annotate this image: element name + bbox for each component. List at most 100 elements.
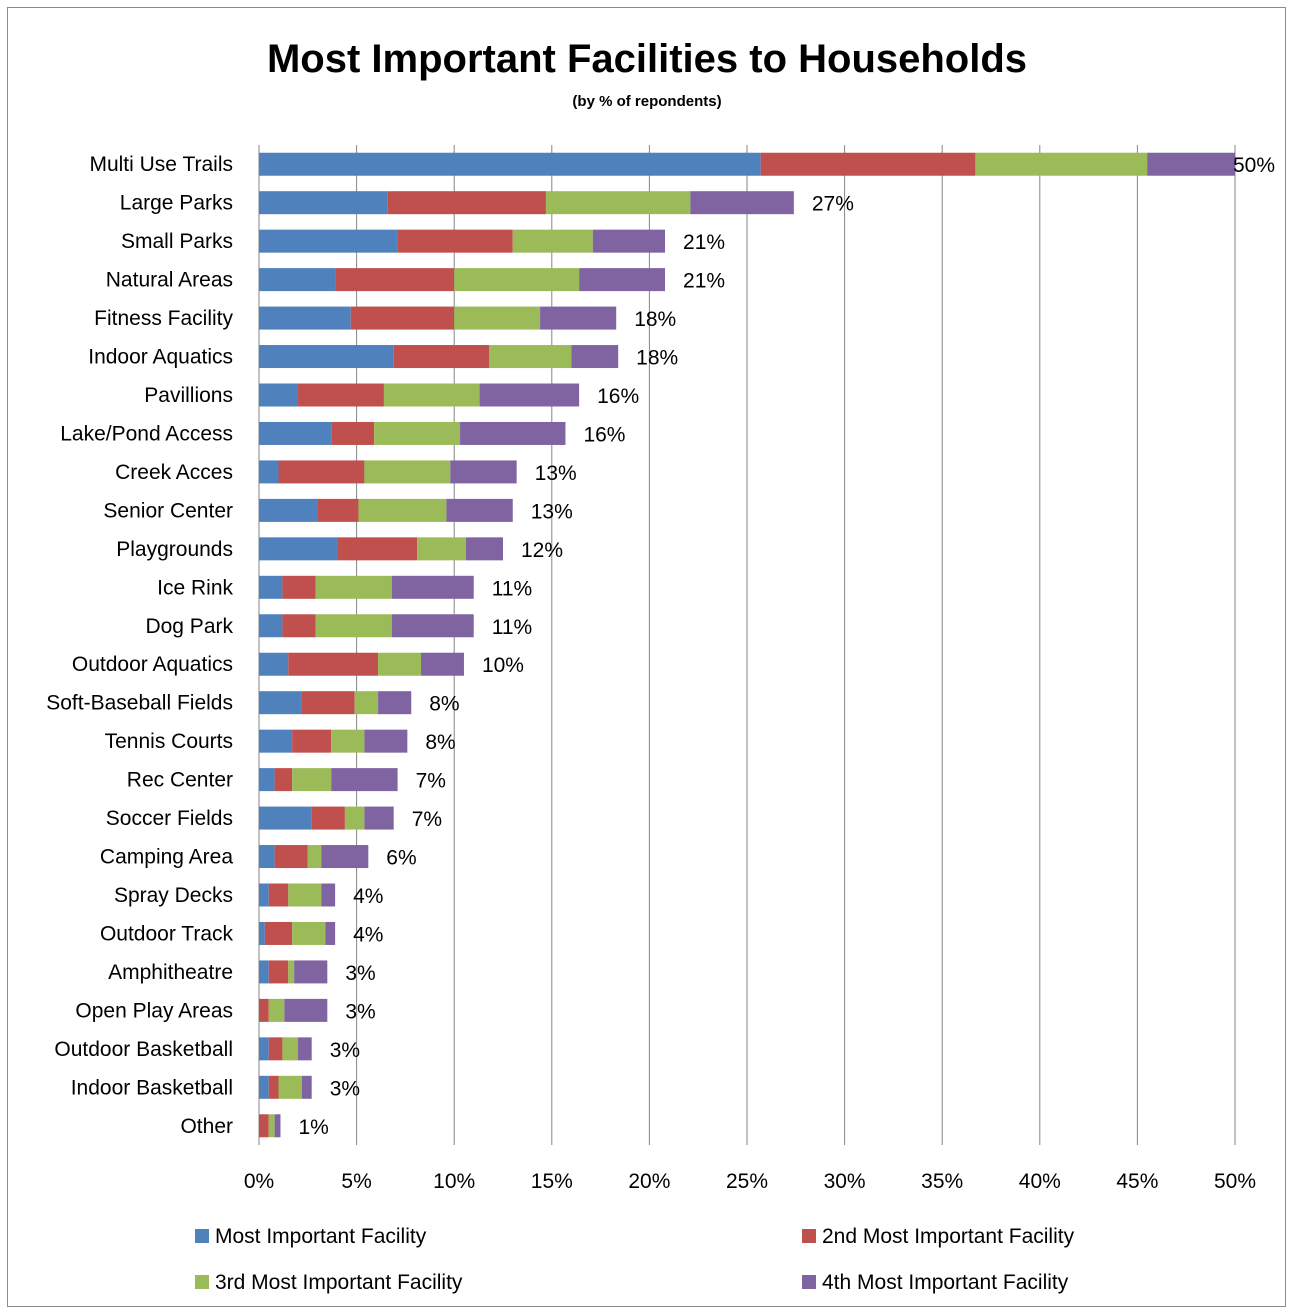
bar-segment [259, 421, 332, 445]
category-label: Tennis Courts [105, 730, 233, 753]
bar-segment [391, 614, 474, 638]
bar-segment [315, 575, 392, 599]
bar-segment [311, 806, 345, 830]
bar-segment [278, 1075, 302, 1099]
bar-segment [579, 268, 666, 292]
category-label: Spray Decks [114, 884, 233, 907]
category-label: Other [180, 1115, 233, 1138]
bar-segment [337, 537, 418, 561]
x-tick-label: 50% [1214, 1170, 1256, 1193]
bar-segment [465, 537, 503, 561]
legend-swatch [802, 1229, 816, 1243]
bars [259, 152, 1235, 1138]
bar-segment [350, 306, 455, 330]
bar-segment [378, 652, 422, 676]
bar-segment [268, 1114, 275, 1138]
data-label: 13% [531, 500, 573, 523]
bar-segment [294, 960, 328, 984]
x-tick-label: 15% [531, 1170, 573, 1193]
gridlines [258, 145, 1236, 1145]
bar-segment [259, 921, 265, 945]
x-tick-label: 45% [1116, 1170, 1158, 1193]
bar-segment [454, 306, 541, 330]
bar-segment [259, 883, 269, 907]
data-label: 10% [482, 654, 524, 677]
bar-segment [259, 768, 275, 792]
bar-segment [315, 614, 392, 638]
legend-swatch [195, 1229, 209, 1243]
category-label: Outdoor Aquatics [72, 653, 233, 676]
bar-segment [325, 921, 336, 945]
bar-segment [259, 1114, 269, 1138]
bar-segment [301, 691, 355, 715]
legend-label: 3rd Most Important Facility [215, 1271, 463, 1294]
legend-swatch [195, 1275, 209, 1289]
bar-segment [391, 575, 474, 599]
bar-segment [331, 768, 398, 792]
bar-segment [354, 691, 379, 715]
bar-segment [259, 191, 388, 215]
bar-segment [264, 921, 293, 945]
category-label: Indoor Basketball [71, 1076, 233, 1099]
bar-segment [274, 1114, 281, 1138]
bar-segment [393, 345, 490, 369]
bar-segment [298, 383, 384, 407]
bar-segment [259, 806, 312, 830]
bar-segment [292, 921, 326, 945]
bar-segment [268, 998, 285, 1022]
data-label: 21% [683, 270, 725, 293]
bar-segment [1147, 152, 1235, 176]
category-label: Amphitheatre [108, 961, 233, 984]
category-label: Playgrounds [116, 538, 233, 561]
data-label: 18% [634, 308, 676, 331]
bar-segment [344, 806, 365, 830]
category-label: Lake/Pond Access [60, 422, 233, 445]
bar-segment [321, 883, 336, 907]
category-label: Senior Center [103, 499, 233, 522]
data-label: 3% [345, 1000, 375, 1023]
data-label: 6% [386, 847, 416, 870]
bar-segment [545, 191, 691, 215]
bar-segment [259, 229, 398, 253]
bar-segment [259, 1037, 269, 1061]
category-label: Fitness Facility [94, 307, 233, 330]
category-label: Small Parks [121, 230, 233, 253]
bar-segment [512, 229, 593, 253]
bar-segment [479, 383, 580, 407]
bar-segment [298, 1037, 312, 1061]
category-label: Ice Rink [157, 576, 233, 599]
bar-segment [321, 845, 369, 869]
category-label: Soccer Fields [106, 807, 233, 830]
bar-segment [268, 960, 289, 984]
data-label: 8% [425, 731, 455, 754]
data-label: 3% [330, 1077, 360, 1100]
legend: Most Important Facility 2nd Most Importan… [195, 1225, 1075, 1294]
data-label: 27% [812, 193, 854, 216]
bar-segment [268, 1075, 279, 1099]
bar-segment [259, 998, 269, 1022]
data-label: 12% [521, 539, 563, 562]
category-label: Open Play Areas [75, 999, 233, 1022]
data-label: 11% [492, 616, 532, 639]
bar-segment [288, 652, 379, 676]
legend-swatch [802, 1275, 816, 1289]
bar-segment [259, 460, 279, 484]
data-labels: 50% 27% 21% 21% 18% 18% 16% 16% 13% 13% 12% 11% 11% 1… [298, 154, 1275, 1139]
bar-segment [259, 306, 351, 330]
bar-segment [268, 883, 289, 907]
bar-segment [288, 960, 295, 984]
bar-segment [259, 383, 299, 407]
bar-segment [292, 768, 332, 792]
data-label: 3% [330, 1039, 360, 1062]
chart-frame [7, 7, 1286, 1307]
category-label: Outdoor Track [100, 922, 234, 945]
bar-segment [278, 460, 365, 484]
bar-segment [378, 691, 412, 715]
category-label: Outdoor Basketball [54, 1038, 233, 1061]
x-tick-label: 35% [921, 1170, 963, 1193]
bar-segment [335, 268, 455, 292]
category-label: Creek Acces [115, 461, 233, 484]
data-label: 13% [535, 462, 577, 485]
bar-segment [301, 1075, 312, 1099]
